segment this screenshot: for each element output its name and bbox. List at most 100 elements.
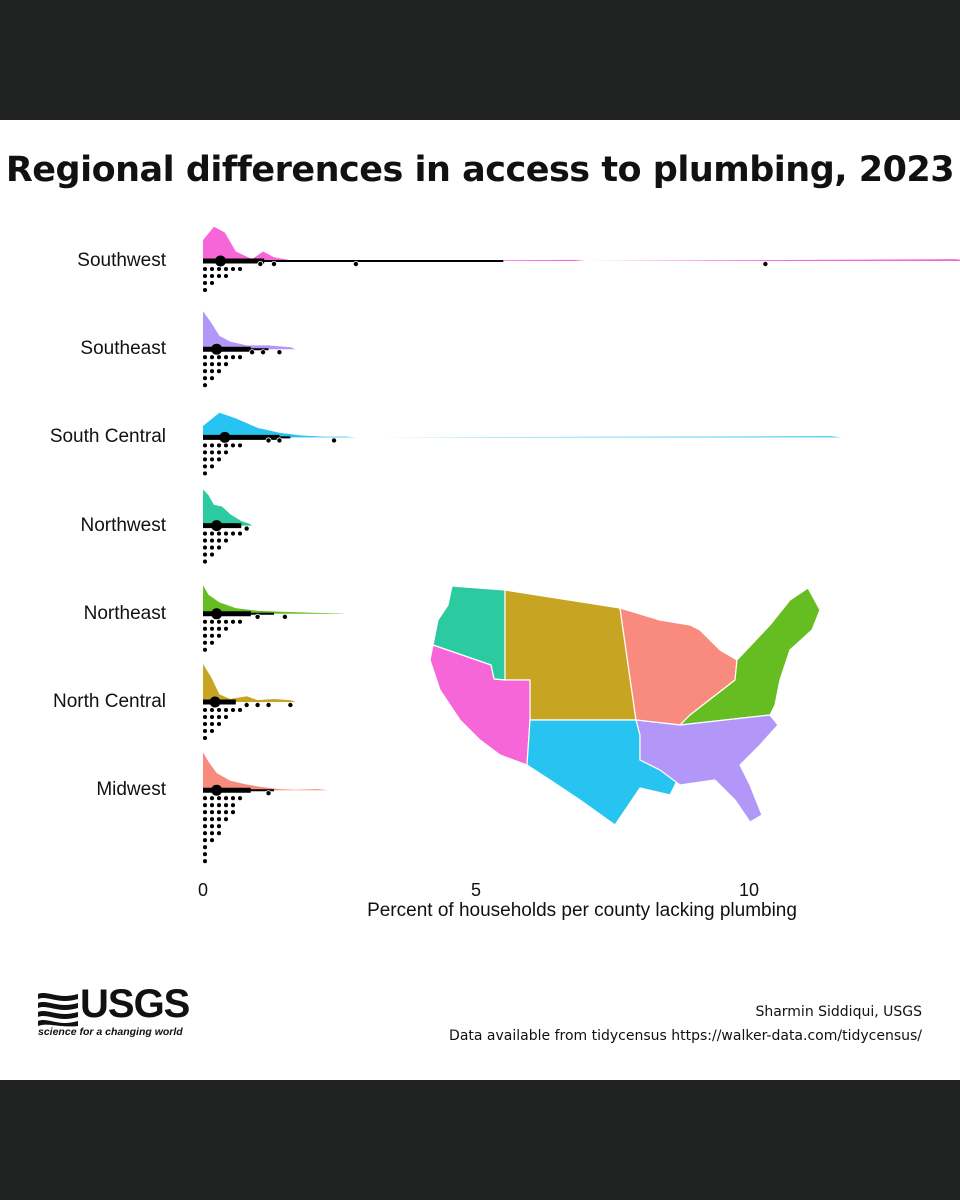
county-dot-midwest <box>216 809 222 815</box>
county-dot-southeast <box>223 354 229 360</box>
county-dot-midwest <box>230 809 236 815</box>
county-dot-midwest <box>223 795 229 801</box>
outlier-point-north-central-1 <box>254 702 261 709</box>
density-area-northwest <box>203 489 253 526</box>
county-dot-south-central <box>216 456 222 463</box>
county-dot-midwest <box>223 802 229 808</box>
county-dot-south-central <box>237 442 243 449</box>
county-dot-southeast <box>209 368 215 374</box>
county-dot-southwest <box>223 266 229 272</box>
county-dot-southeast <box>223 361 229 367</box>
outlier-point-southwest-3 <box>762 260 769 267</box>
county-dot-midwest <box>202 809 208 815</box>
county-dot-midwest <box>230 795 236 801</box>
county-dot-northeast <box>209 633 215 639</box>
county-dot-southeast <box>202 368 208 374</box>
distribution-layer <box>202 226 960 864</box>
county-dot-south-central <box>209 463 215 470</box>
mean-point-north-central <box>209 696 221 708</box>
credit-author: Sharmin Siddiqui, USGS <box>755 1004 922 1020</box>
county-dot-northeast <box>202 647 208 653</box>
county-dot-midwest <box>209 802 215 808</box>
county-dot-north-central <box>202 714 208 720</box>
density-area-north-central <box>203 664 296 702</box>
density-area-midwest <box>203 752 329 791</box>
county-dot-northwest <box>216 530 222 537</box>
county-dot-north-central <box>202 707 208 713</box>
category-label-south-central: South Central <box>49 426 166 448</box>
outlier-point-southwest-0 <box>257 260 264 267</box>
county-dot-midwest <box>209 837 215 843</box>
county-dot-southeast <box>202 361 208 367</box>
county-dot-southeast <box>202 375 208 381</box>
county-dot-midwest <box>202 823 208 829</box>
county-dot-southwest <box>230 266 236 272</box>
county-dot-midwest <box>202 802 208 808</box>
county-dot-north-central <box>209 707 215 713</box>
outlier-point-southwest-1 <box>270 260 277 267</box>
x-tick-label-10: 10 <box>738 880 760 900</box>
county-dot-south-central <box>202 463 208 470</box>
mean-point-south-central <box>219 431 231 443</box>
county-dot-southeast <box>216 368 222 374</box>
outlier-point-northwest-0 <box>243 525 250 532</box>
outlier-point-north-central-3 <box>287 702 294 709</box>
county-dot-north-central <box>209 714 215 720</box>
credit-source: Data available from tidycensus https://w… <box>449 1028 922 1044</box>
county-dot-southwest <box>216 266 222 272</box>
county-dot-northeast <box>216 633 222 639</box>
county-dot-southwest <box>202 287 208 293</box>
county-dot-north-central <box>223 707 229 713</box>
county-dot-northwest <box>202 544 208 551</box>
county-dot-northwest <box>202 537 208 544</box>
mean-point-northwest <box>211 520 223 532</box>
county-dot-south-central <box>209 456 215 463</box>
county-dot-midwest <box>230 802 236 808</box>
mean-point-northeast <box>211 608 223 620</box>
county-dot-northwest <box>223 530 229 537</box>
outlier-point-north-central-0 <box>243 702 250 709</box>
county-dot-northwest <box>209 530 215 537</box>
county-dot-midwest <box>216 823 222 829</box>
density-area-southwest <box>203 226 960 261</box>
category-label-southwest: Southwest <box>77 250 166 271</box>
county-dot-north-central <box>202 735 208 741</box>
outlier-point-south-central-2 <box>331 437 338 444</box>
county-dot-south-central <box>230 442 236 449</box>
county-dot-midwest <box>223 816 229 822</box>
county-dot-northwest <box>216 544 222 551</box>
county-dot-southeast <box>209 354 215 360</box>
county-dot-north-central <box>202 721 208 727</box>
county-dot-midwest <box>209 830 215 836</box>
county-dot-southwest <box>202 266 208 272</box>
county-dot-northeast <box>230 619 236 625</box>
county-dot-southwest <box>223 273 229 279</box>
county-dot-southwest <box>209 266 215 272</box>
county-dot-northeast <box>237 619 243 625</box>
county-dot-southeast <box>230 354 236 360</box>
county-dot-southeast <box>209 375 215 381</box>
county-dot-southeast <box>237 354 243 360</box>
county-dot-south-central <box>216 442 222 449</box>
county-dot-south-central <box>216 449 222 456</box>
category-label-northeast: Northeast <box>83 602 166 624</box>
category-label-northwest: Northwest <box>80 514 166 536</box>
county-dot-northwest <box>230 530 236 537</box>
county-dot-midwest <box>216 802 222 808</box>
county-dot-midwest <box>216 816 222 822</box>
county-dot-southeast <box>202 382 208 388</box>
county-dot-south-central <box>209 449 215 456</box>
county-dot-north-central <box>202 728 208 734</box>
county-dot-southeast <box>202 354 208 360</box>
density-area-northeast <box>203 585 345 614</box>
category-label-southeast: Southeast <box>80 338 166 360</box>
category-label-north-central: North Central <box>53 691 166 712</box>
county-dot-northeast <box>223 619 229 625</box>
county-dot-northwest <box>202 551 208 558</box>
county-dot-south-central <box>202 456 208 463</box>
figure-card: Regional differences in access to plumbi… <box>0 120 960 1080</box>
county-dot-midwest <box>209 823 215 829</box>
county-dot-midwest <box>223 809 229 815</box>
county-dot-north-central <box>216 714 222 720</box>
usgs-logo: USGS science for a changing world <box>38 982 190 1044</box>
